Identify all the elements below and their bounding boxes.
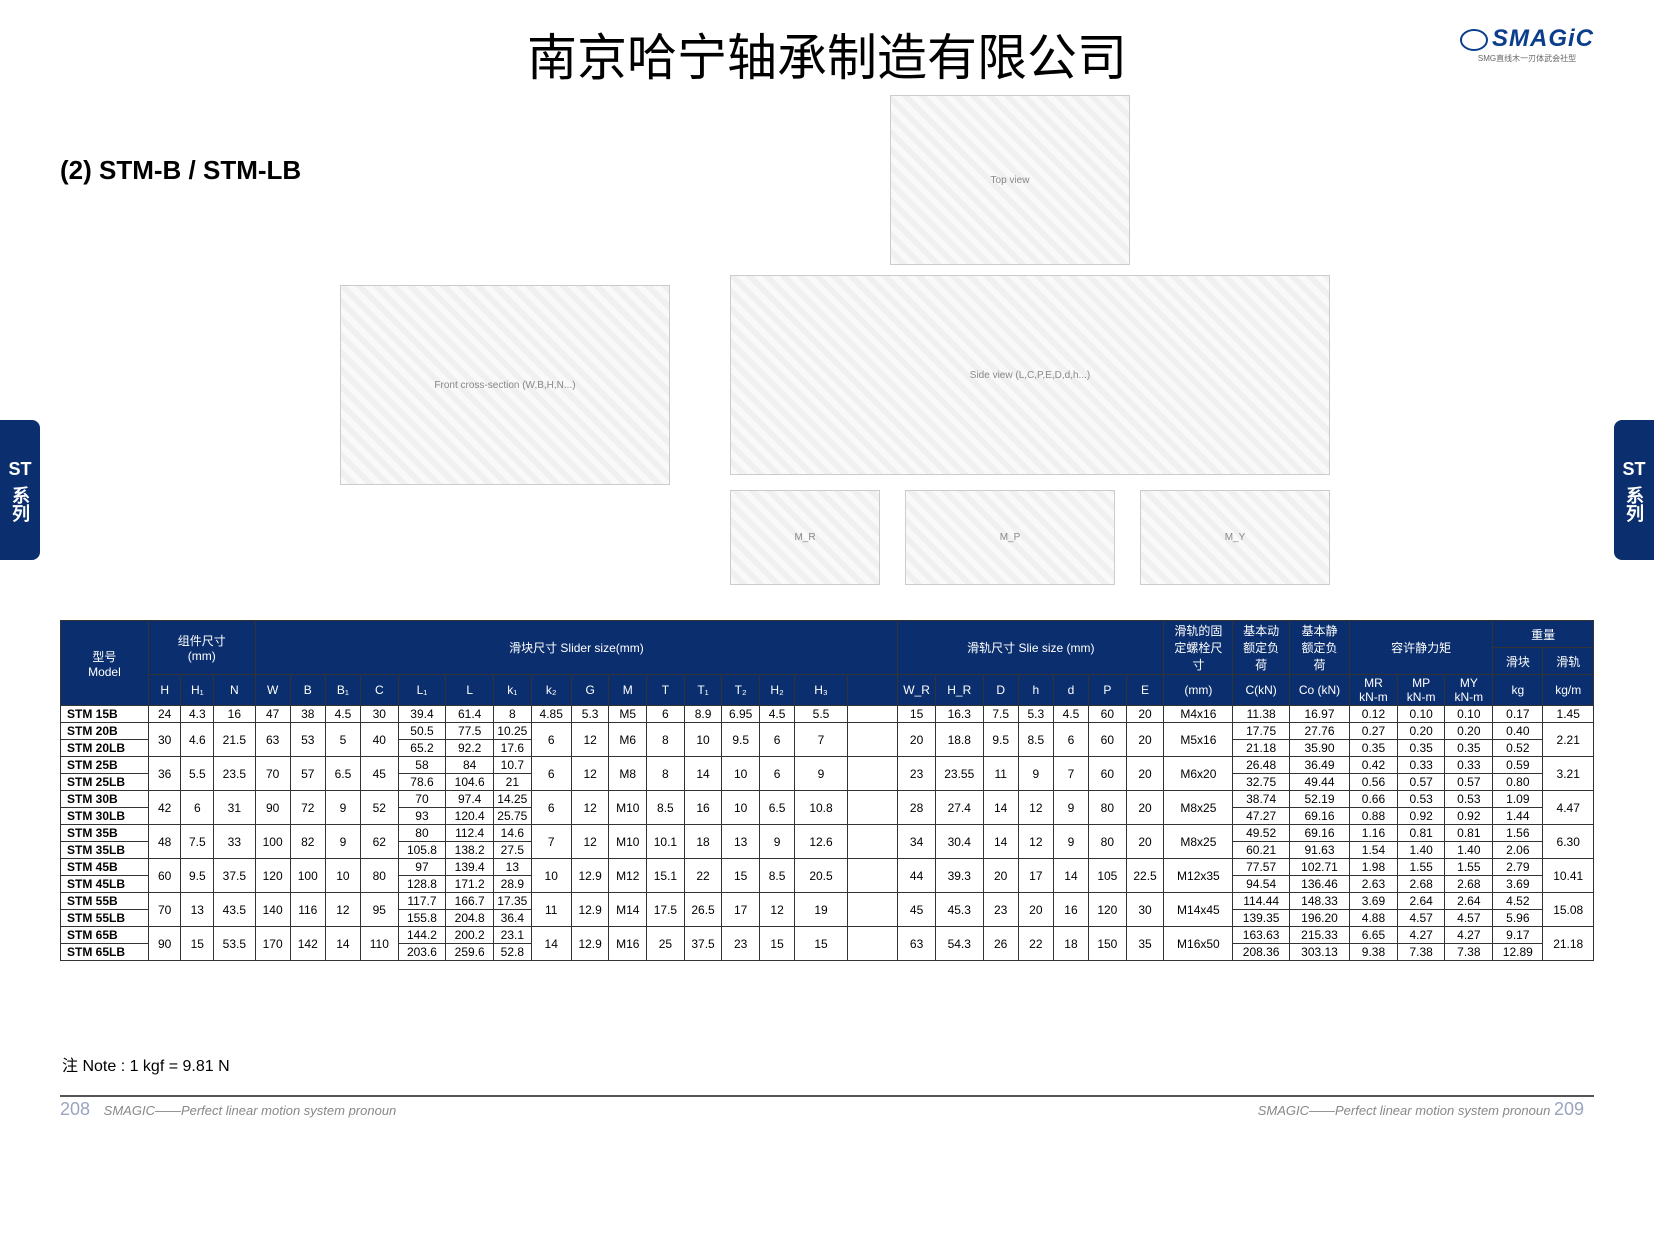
tab-series: 系列 [1621, 486, 1647, 522]
tab-st: ST [1622, 459, 1645, 480]
top-view-diagram: Top view [890, 95, 1130, 265]
front-view-diagram: Front cross-section (W,B,H,N...) [340, 285, 670, 485]
page-right: 209 [1554, 1099, 1584, 1119]
right-series-tab: ST 系列 [1614, 420, 1654, 560]
tab-st: ST [8, 459, 31, 480]
spec-table: 型号Model组件尺寸(mm)滑块尺寸 Slider size(mm)滑轨尺寸 … [60, 620, 1594, 961]
logo-text: SMAGiC [1460, 25, 1594, 53]
page-header: 南京哈宁轴承制造有限公司 [0, 18, 1654, 90]
footer-right: SMAGIC——Perfect linear motion system pro… [1258, 1099, 1594, 1120]
section-title: (2) STM-B / STM-LB [60, 155, 301, 186]
logo-icon [1460, 29, 1488, 51]
footer-tagline: SMAGIC——Perfect linear motion system pro… [1258, 1103, 1551, 1118]
logo-subtext: SMG直线木一刃体武会社型 [1478, 53, 1576, 64]
page-left: 208 [60, 1099, 90, 1119]
footnote: 注 Note : 1 kgf = 9.81 N [62, 1052, 230, 1076]
company-name: 南京哈宁轴承制造有限公司 [527, 18, 1127, 90]
brand-logo: SMAGiC SMG直线木一刃体武会社型 [1460, 25, 1594, 64]
my-moment-diagram: M_Y [1140, 490, 1330, 585]
footer-left: 208 SMAGIC——Perfect linear motion system… [60, 1099, 396, 1120]
technical-diagrams: Front cross-section (W,B,H,N...) Top vie… [330, 95, 1330, 585]
spec-table-container: 型号Model组件尺寸(mm)滑块尺寸 Slider size(mm)滑轨尺寸 … [60, 620, 1594, 961]
footer-tagline: SMAGIC——Perfect linear motion system pro… [104, 1103, 397, 1118]
page-footer: 208 SMAGIC——Perfect linear motion system… [60, 1095, 1594, 1120]
left-series-tab: ST 系列 [0, 420, 40, 560]
mr-moment-diagram: M_R [730, 490, 880, 585]
mp-moment-diagram: M_P [905, 490, 1115, 585]
side-view-diagram: Side view (L,C,P,E,D,d,h...) [730, 275, 1330, 475]
tab-series: 系列 [7, 486, 33, 522]
